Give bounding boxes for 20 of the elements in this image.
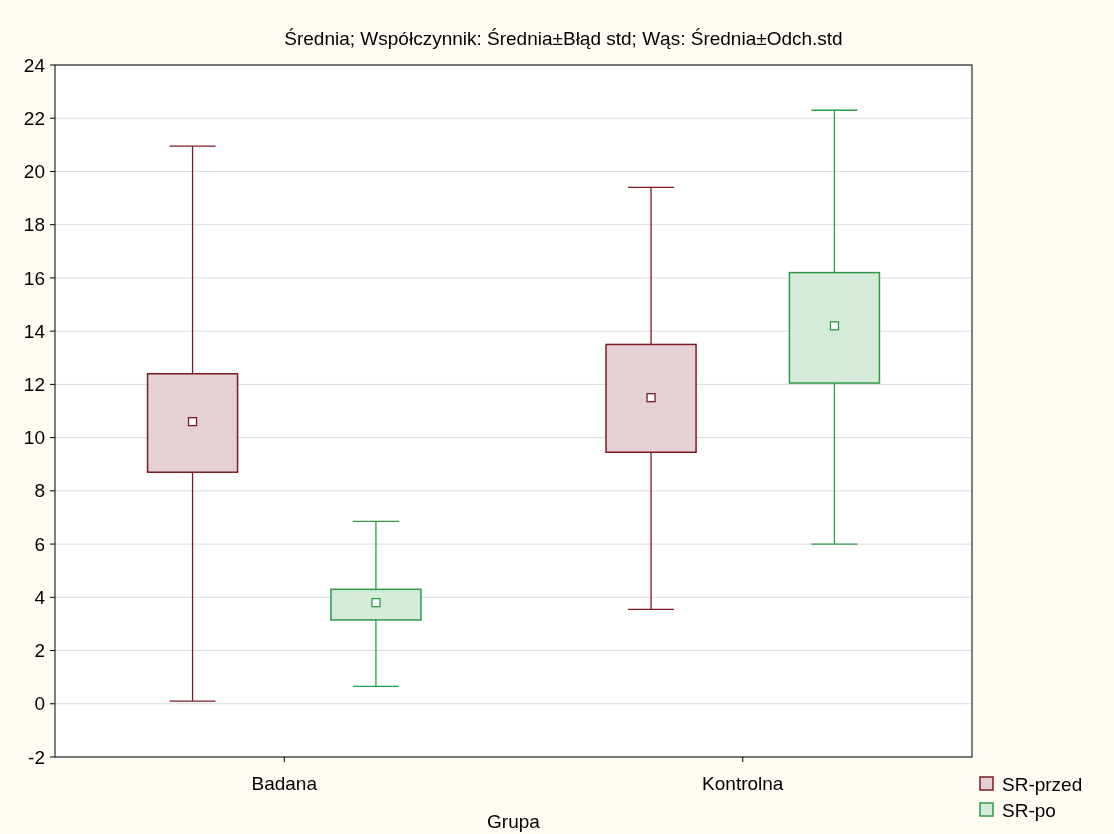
x-axis-title: Grupa	[487, 811, 541, 832]
y-tick-label: 22	[23, 107, 45, 129]
y-tick-label: 20	[23, 161, 45, 183]
x-tick-label: Badana	[251, 773, 318, 794]
legend-label: SR-po	[1002, 799, 1056, 821]
y-tick-label: 2	[34, 640, 45, 662]
y-tick-label: 12	[23, 374, 45, 396]
y-tick-label: -2	[28, 746, 45, 768]
x-tick-label: Kontrolna	[702, 773, 784, 794]
y-tick-label: 8	[34, 480, 45, 502]
legend-label: SR-przed	[1002, 773, 1083, 795]
y-tick-label: 18	[23, 214, 45, 236]
y-tick-label: 4	[34, 586, 46, 608]
y-tick-label: 16	[23, 267, 45, 289]
y-tick-label: 0	[34, 693, 45, 715]
y-tick-label: 14	[23, 320, 46, 342]
chart-title: Średnia; Współczynnik: Średnia±Błąd std; Wąs: Średnia±Odch.std	[284, 28, 843, 49]
y-tick-label: 10	[23, 427, 45, 449]
y-tick-label: 24	[23, 54, 46, 76]
y-tick-label: 6	[34, 533, 45, 555]
